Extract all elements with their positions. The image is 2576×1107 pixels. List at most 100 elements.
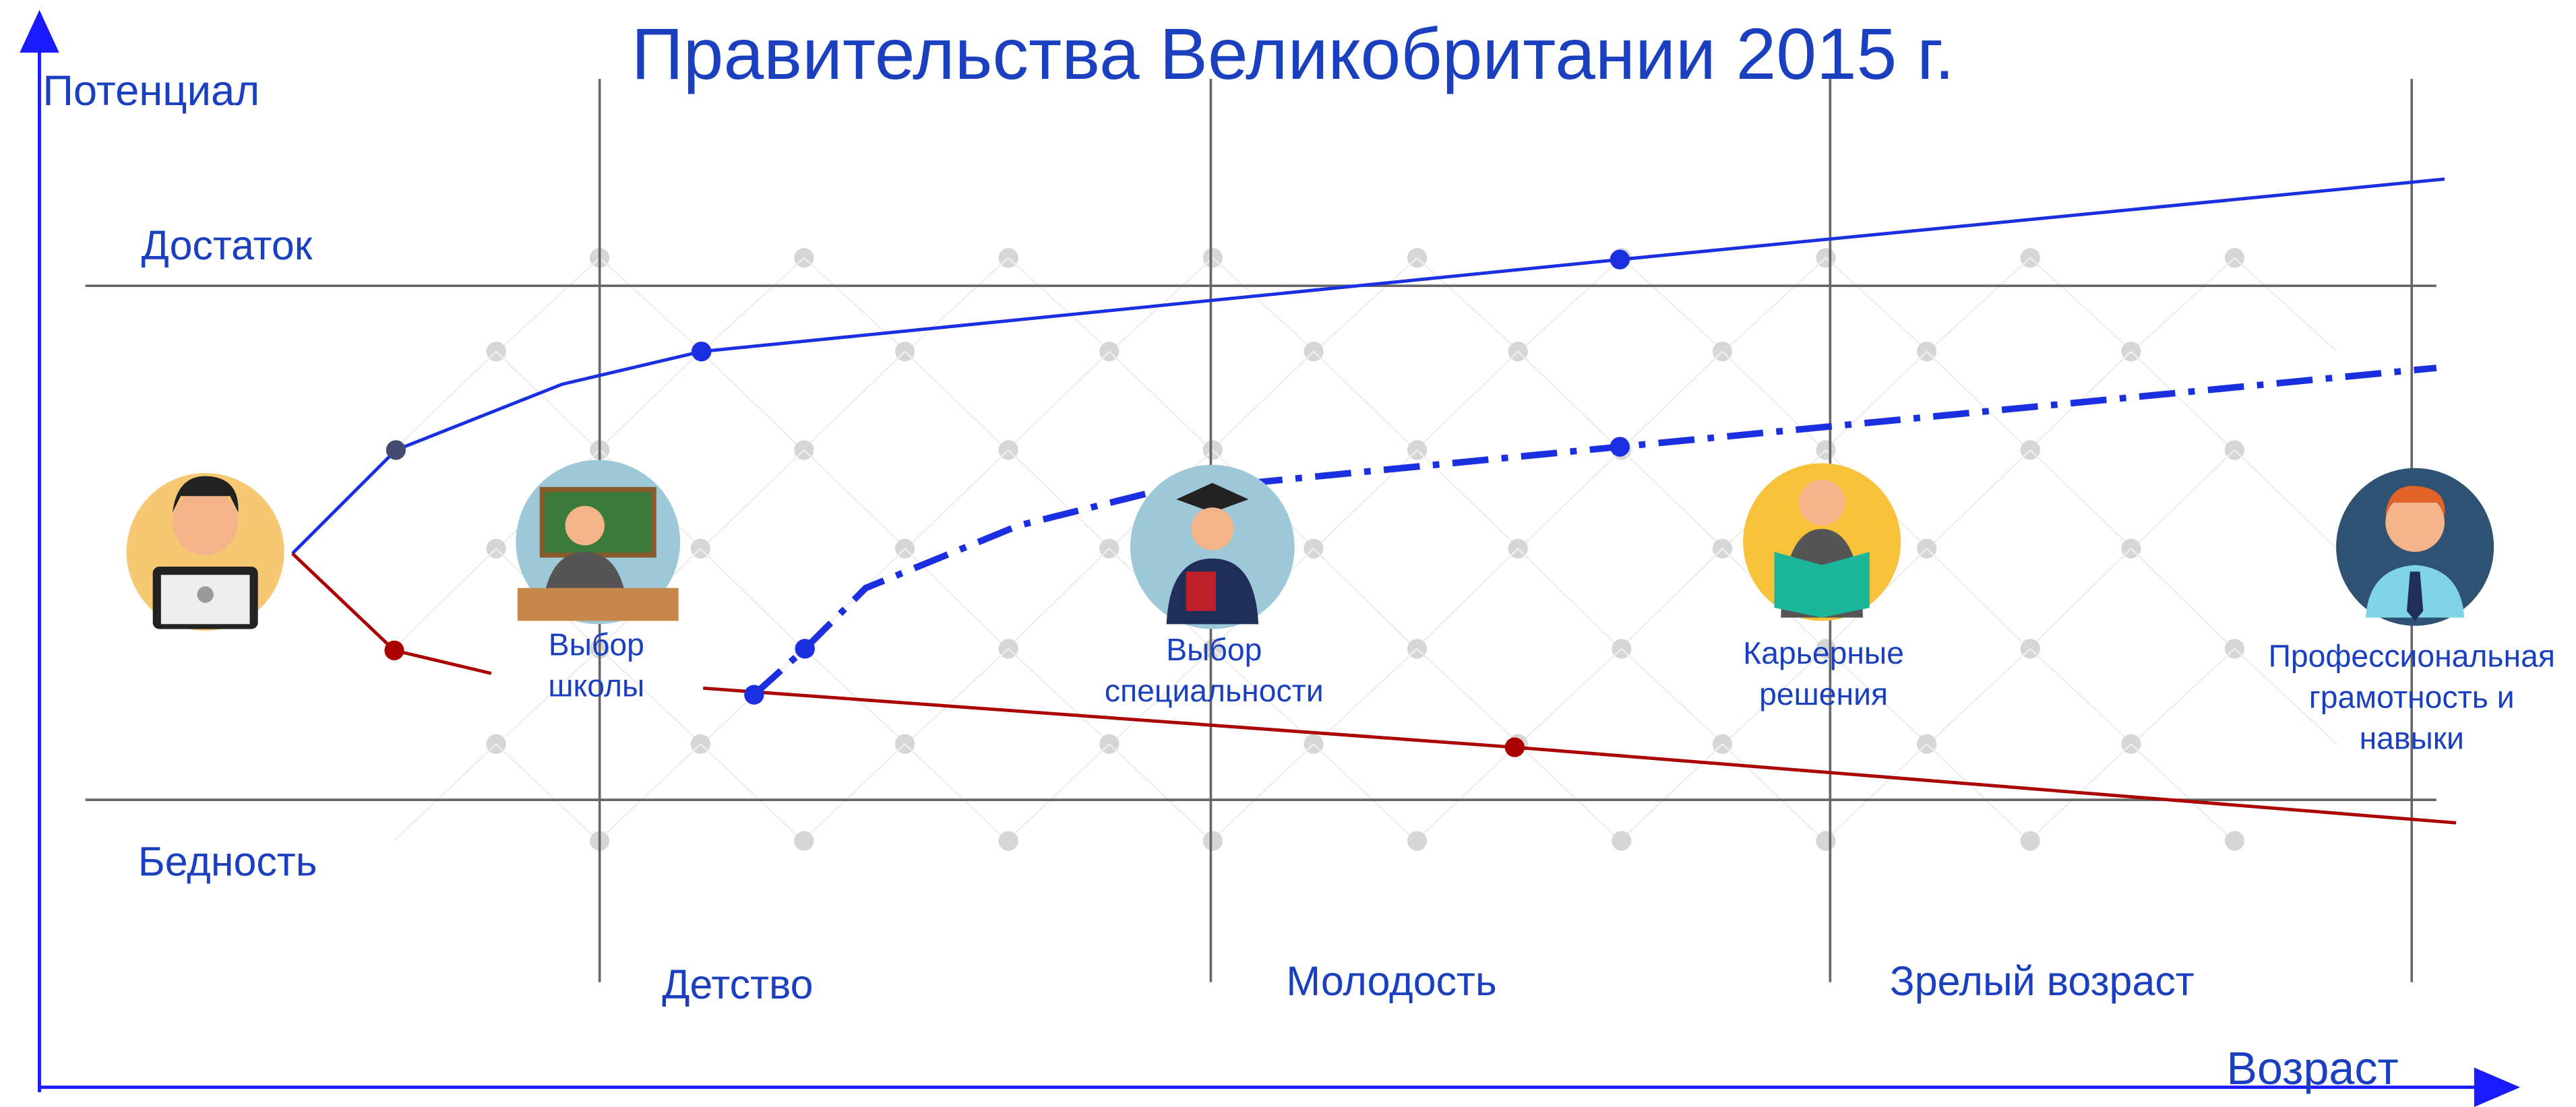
icon-graduate	[1130, 465, 1295, 629]
grid-link	[2133, 450, 2235, 548]
grid-link	[1416, 548, 1519, 649]
grid-link	[1928, 450, 2031, 548]
grid-link	[1008, 649, 1111, 744]
grid-link	[1722, 744, 1824, 841]
grid-link	[1416, 744, 1519, 841]
stage-label: Детство	[662, 961, 813, 1007]
grid-link	[1008, 450, 1111, 548]
grid-link	[1314, 352, 1416, 450]
grid-link	[2030, 258, 2133, 352]
grid-link	[1927, 744, 2029, 841]
diagram: Правительства Великобритании 2015 г. Пот…	[0, 0, 2576, 1107]
grid-link	[804, 450, 907, 548]
grid-link	[1211, 744, 1314, 841]
milestone-line: навыки	[2360, 721, 2464, 756]
milestone-line: Выбор	[549, 627, 644, 662]
grid-link	[907, 258, 1009, 352]
grid-link	[1109, 352, 1212, 450]
background-grid	[394, 248, 2337, 851]
point	[692, 342, 711, 361]
grid-dot	[999, 831, 1018, 850]
grid-link	[2030, 450, 2133, 548]
grid-link	[1928, 649, 2031, 744]
grid-link	[497, 258, 600, 352]
y-axis-label: Потенциал	[42, 67, 259, 115]
grid-link	[1824, 352, 1927, 450]
grid-link	[394, 548, 497, 649]
milestone-line: Выбор	[1166, 632, 1262, 667]
grid-link	[2133, 649, 2235, 744]
icon-person	[127, 473, 284, 631]
grid-link	[2131, 548, 2234, 649]
grid-link	[394, 744, 497, 841]
grid-link	[1518, 352, 1620, 450]
grid-dot	[1203, 831, 1223, 850]
grid-link	[1007, 744, 1109, 841]
milestone-line: Карьерные	[1743, 635, 1904, 670]
grid-link	[1518, 744, 1620, 841]
grid-link	[1620, 548, 1723, 649]
grid-link	[907, 649, 1009, 744]
grid-link	[700, 352, 803, 450]
point	[795, 639, 815, 658]
grid-link	[1007, 548, 1109, 649]
grid-link	[1519, 450, 1622, 548]
grid-link	[702, 258, 804, 352]
grid-link	[1519, 258, 1622, 352]
point	[1610, 250, 1630, 270]
stage-label: Зрелый возраст	[1890, 958, 2195, 1004]
grid-link	[2029, 548, 2131, 649]
grid-link	[599, 352, 701, 450]
title: Правительства Великобритании 2015 г.	[632, 13, 1955, 94]
icon-school	[516, 460, 680, 625]
grid-dot	[2225, 831, 2244, 850]
grid-link	[599, 744, 701, 841]
point	[1610, 437, 1630, 456]
grid-link	[702, 450, 804, 548]
grid-link	[1622, 450, 1724, 548]
grid-link	[1314, 744, 1416, 841]
grid-link	[905, 744, 1008, 841]
grid-link	[1109, 744, 1212, 841]
grid-link	[803, 352, 905, 450]
milestone-line: специальности	[1105, 673, 1324, 708]
grid-link	[2234, 258, 2337, 352]
grid-link	[394, 352, 497, 450]
grid-link	[1824, 744, 1927, 841]
grid-link	[1008, 258, 1111, 352]
grid-link	[1927, 352, 2029, 450]
grid-link	[1007, 352, 1109, 450]
grid-link	[700, 744, 803, 841]
grid-link	[1927, 548, 2029, 649]
grid-dot	[1612, 831, 1631, 850]
point	[744, 685, 764, 705]
x-axis-label: Возраст	[2226, 1043, 2398, 1094]
grid-link	[2131, 744, 2234, 841]
grid-link	[2030, 649, 2133, 744]
grid-dot	[794, 831, 814, 850]
grid-link	[1826, 258, 1928, 352]
point	[1505, 738, 1525, 757]
grid-link	[1315, 258, 1417, 352]
grid-dot	[1816, 831, 1835, 850]
grid-link	[1622, 649, 1724, 744]
milestone-line: решения	[1759, 676, 1888, 711]
grid-link	[905, 352, 1008, 450]
x-axis-arrow	[2474, 1067, 2520, 1107]
grid-dot	[2021, 831, 2040, 850]
milestone-line: школы	[548, 668, 644, 703]
grid-link	[1620, 352, 1723, 450]
stage-label: Молодость	[1286, 958, 1496, 1004]
level-label: Бедность	[138, 838, 317, 884]
grid-link	[1315, 649, 1417, 744]
grid-link	[1417, 649, 1520, 744]
grid-link	[1519, 649, 1622, 744]
grid-link	[1518, 548, 1620, 649]
point	[384, 641, 404, 660]
grid-link	[2234, 450, 2337, 548]
grid-link	[1622, 258, 1724, 352]
grid-link	[2133, 258, 2235, 352]
page: {"title":"Правительства Великобритании 2…	[0, 0, 2576, 1107]
icon-reader	[1743, 463, 1901, 621]
grid-link	[2131, 352, 2234, 450]
